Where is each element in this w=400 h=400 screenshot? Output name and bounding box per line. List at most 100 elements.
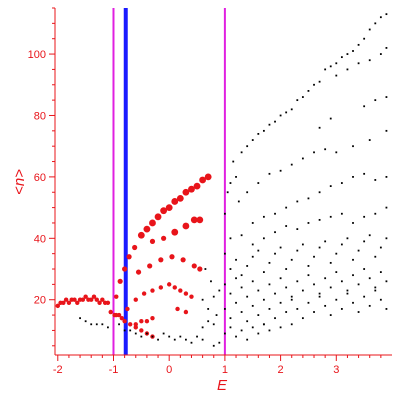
data-point [215, 314, 218, 316]
data-point [223, 308, 226, 310]
data-point [296, 200, 299, 203]
data-point [379, 271, 382, 273]
data-point [313, 283, 315, 286]
vertical-reference-lines [112, 8, 226, 355]
y-tick-label: 20 [34, 295, 46, 307]
x-axis-title: E [217, 377, 228, 394]
data-point [374, 289, 377, 292]
data-point [352, 258, 354, 261]
data-point [352, 175, 354, 178]
data-point [169, 254, 175, 260]
data-point [340, 182, 343, 184]
data-point [133, 297, 138, 302]
data-point [374, 99, 377, 102]
data-point [363, 268, 366, 270]
data-point [352, 145, 354, 148]
data-point [374, 255, 377, 258]
data-point [385, 237, 388, 240]
data-point [340, 56, 343, 59]
data-point [313, 83, 315, 86]
x-tick-label: 0 [166, 364, 172, 376]
data-point [171, 198, 179, 205]
data-point [188, 185, 195, 193]
data-point [84, 320, 87, 323]
data-point [75, 300, 80, 305]
data-point [246, 145, 249, 148]
data-point [363, 172, 366, 175]
data-point [212, 344, 215, 347]
data-point [279, 246, 282, 249]
data-point [368, 28, 371, 31]
data-point [290, 258, 293, 261]
data-point [335, 298, 338, 301]
data-point [257, 314, 260, 316]
data-point [352, 301, 354, 304]
data-point [307, 197, 310, 200]
data-point [363, 240, 366, 243]
data-point [268, 329, 271, 332]
data-point [257, 289, 260, 292]
data-point [290, 323, 293, 326]
data-point [335, 271, 338, 273]
data-point [218, 341, 221, 344]
data-point [147, 263, 153, 269]
data-point [61, 300, 66, 305]
data-point [119, 315, 125, 321]
axes: -2 -1 0 1 2 3 20 40 60 80 100 [28, 7, 392, 376]
data-point [144, 319, 150, 324]
data-point [199, 176, 207, 184]
data-point [108, 309, 113, 315]
data-point [133, 322, 138, 327]
data-point [183, 291, 189, 296]
data-point [223, 283, 226, 286]
data-point [251, 243, 254, 246]
data-point [101, 323, 104, 326]
data-point [329, 65, 332, 68]
data-point [229, 182, 232, 184]
data-point [176, 194, 184, 202]
data-point [240, 286, 243, 289]
data-points [55, 13, 388, 347]
data-point [301, 243, 304, 246]
data-point [262, 215, 265, 218]
data-point [126, 254, 132, 260]
data-point [274, 252, 276, 255]
data-point [296, 249, 299, 252]
x-tick-label: 3 [333, 364, 339, 376]
data-point [201, 326, 204, 329]
data-point [180, 257, 186, 263]
data-point [346, 292, 349, 295]
data-point [335, 252, 338, 255]
data-point [290, 298, 293, 301]
data-point [346, 237, 349, 240]
data-point [229, 326, 232, 329]
data-point [324, 148, 327, 151]
data-point [368, 277, 371, 280]
data-point [262, 298, 265, 301]
data-point [357, 311, 360, 313]
data-point [154, 213, 162, 221]
data-point [151, 335, 154, 338]
data-point [201, 338, 204, 341]
data-point [175, 306, 180, 312]
data-point [262, 129, 265, 132]
data-point [189, 294, 194, 299]
data-point [346, 53, 349, 55]
data-point [95, 323, 98, 326]
data-point [268, 261, 271, 264]
data-point [385, 129, 388, 132]
y-tick-label: 40 [34, 233, 46, 245]
data-point [274, 317, 276, 320]
data-point [89, 297, 94, 302]
data-point [158, 257, 164, 263]
data-point [210, 280, 212, 283]
data-point [385, 280, 388, 283]
data-point [240, 234, 243, 237]
data-point [139, 328, 144, 333]
data-point [318, 218, 321, 221]
data-point [246, 338, 249, 341]
data-point [363, 295, 366, 298]
data-point [196, 335, 198, 338]
data-point [268, 283, 271, 286]
data-point [79, 317, 81, 320]
